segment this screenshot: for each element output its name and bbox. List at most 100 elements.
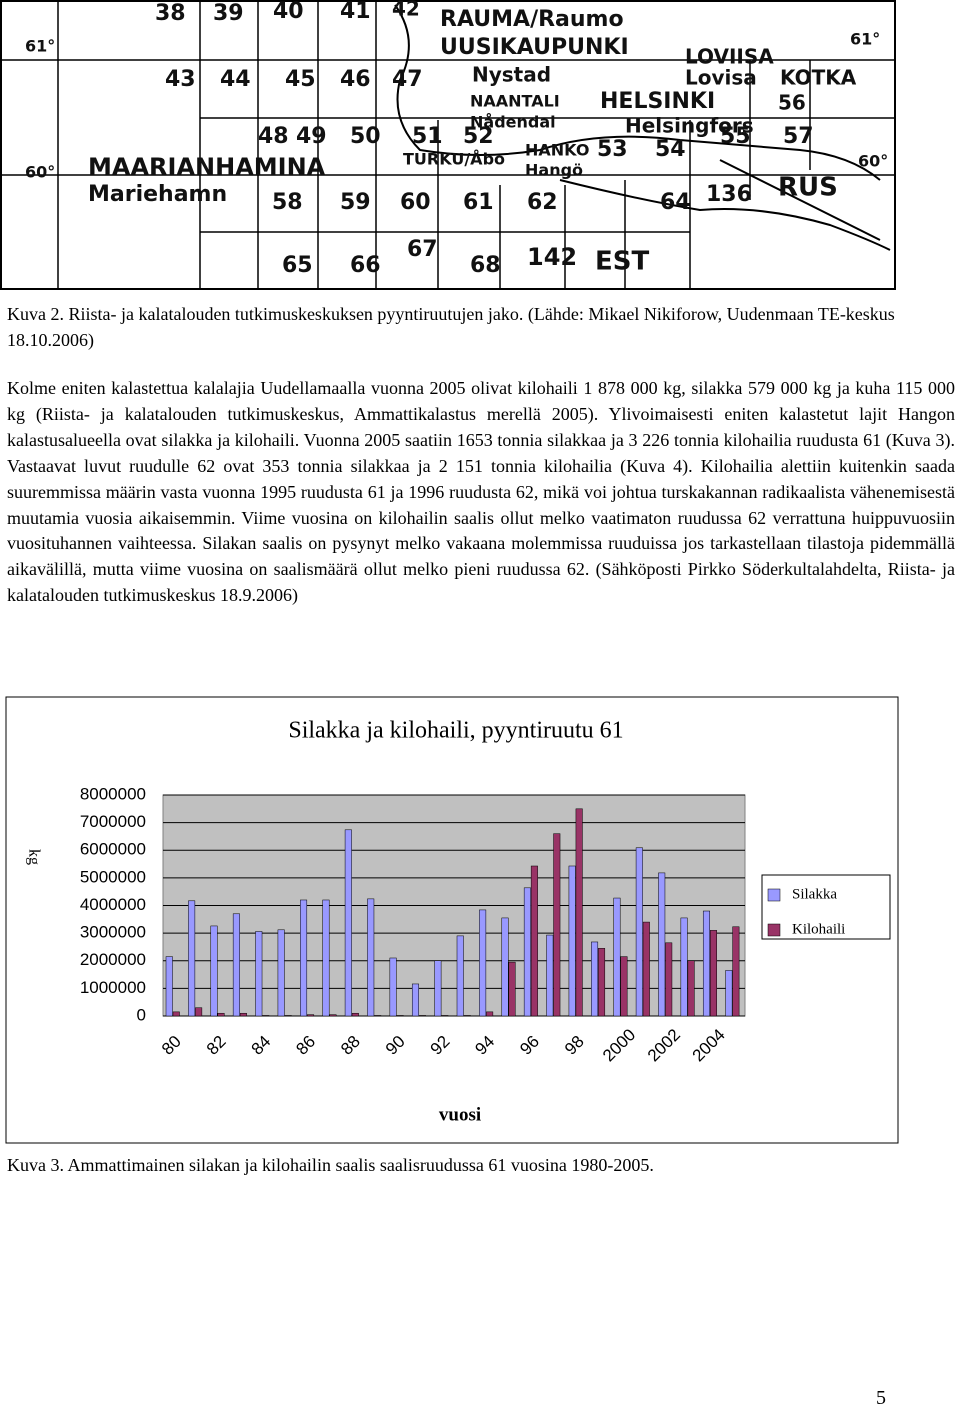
map-label: 68: [470, 253, 501, 278]
bar: [195, 1007, 203, 1017]
y-tick-label: 3000000: [80, 923, 146, 942]
bar: [546, 934, 554, 1017]
bar: [239, 1012, 247, 1017]
y-tick-label: 8000000: [80, 784, 146, 803]
bar: [255, 931, 263, 1017]
map-label: 50: [350, 124, 381, 149]
bar: [277, 929, 285, 1017]
legend-label: Silakka: [792, 886, 837, 902]
legend-label: Kilohaili: [792, 921, 845, 937]
map-label: 41: [340, 0, 371, 24]
bar: [351, 1012, 359, 1017]
chart: Silakka ja kilohaili, pyyntiruutu 61 kg …: [5, 696, 899, 1144]
bar: [732, 926, 740, 1017]
map-label: RAUMA/Raumo: [440, 7, 624, 32]
bar: [530, 865, 538, 1017]
bar: [501, 917, 509, 1017]
bar: [508, 961, 516, 1017]
map-label: 62: [527, 190, 558, 215]
map-label: 39: [213, 1, 244, 26]
legend-swatch: [767, 888, 781, 902]
y-tick-label: 5000000: [80, 867, 146, 886]
map-label: 142: [527, 243, 577, 271]
bar: [262, 1015, 270, 1017]
x-axis-label: vuosi: [439, 1104, 481, 1125]
bar: [329, 1014, 337, 1017]
map-label: Lovisa: [685, 66, 757, 90]
map-caption: Kuva 2. Riista- ja kalatalouden tutkimus…: [7, 304, 895, 350]
chart-caption: Kuva 3. Ammattimainen silakan ja kilohai…: [7, 1155, 654, 1175]
chart-title: Silakka ja kilohaili, pyyntiruutu 61: [288, 718, 623, 744]
map-label: 48: [258, 124, 289, 149]
map-label: 43: [165, 67, 196, 92]
bar: [709, 930, 717, 1017]
paragraph: Kolme eniten kalastettua kalalajia Uudel…: [7, 378, 955, 606]
bar: [725, 970, 733, 1017]
bar: [307, 1014, 315, 1017]
bar: [553, 833, 561, 1017]
map-label: 40: [273, 0, 304, 24]
map-label: 60: [400, 190, 431, 215]
bar: [463, 1015, 471, 1017]
y-tick-label: 6000000: [80, 840, 146, 859]
map-label: Hangö: [525, 161, 583, 180]
y-axis-label: kg: [25, 849, 42, 865]
map-label: NAANTALI: [470, 92, 560, 111]
bar: [217, 1012, 225, 1017]
map-label: LOVIISA: [685, 45, 774, 69]
bar: [680, 917, 688, 1017]
map-label: 60°: [858, 152, 888, 171]
map-label: 64: [660, 190, 691, 215]
map-label: 47: [392, 67, 423, 92]
bar: [434, 960, 442, 1017]
map-grid: [0, 0, 895, 290]
bar: [396, 1015, 404, 1017]
map-label: 56: [778, 91, 806, 115]
map-label: HANKO: [525, 141, 589, 160]
bar: [232, 913, 240, 1017]
bar: [479, 909, 487, 1017]
map-label: 61°: [25, 37, 55, 56]
map-label: 52: [463, 124, 494, 149]
bar: [322, 899, 330, 1017]
map-label: RUS: [778, 173, 838, 203]
map-label: 45: [285, 67, 316, 92]
bar: [172, 1011, 180, 1017]
page-number: 5: [876, 1387, 886, 1409]
map-label: 38: [155, 1, 186, 26]
bar: [300, 899, 308, 1017]
map-label: 66: [350, 253, 381, 278]
bar: [411, 983, 419, 1017]
map-label: 59: [340, 190, 371, 215]
bar: [344, 829, 352, 1017]
map-label: MAARIANHAMINA: [88, 153, 326, 181]
map-label: Nystad: [472, 63, 551, 87]
map-label: 136: [706, 182, 752, 207]
bar: [642, 921, 650, 1017]
bar: [374, 1015, 382, 1017]
map-label: 57: [783, 124, 814, 149]
bar: [523, 887, 531, 1017]
bar: [635, 847, 643, 1017]
map-label: 54: [655, 137, 686, 162]
bar: [418, 1015, 426, 1017]
bar: [591, 941, 599, 1017]
bar: [658, 872, 666, 1017]
bar: [598, 948, 606, 1017]
legend-swatch: [767, 923, 781, 937]
map-label: Helsingfors: [625, 114, 754, 138]
map-label: 42: [392, 0, 420, 21]
map-label: EST: [595, 247, 649, 277]
map-label: 44: [220, 67, 251, 92]
legend: [761, 874, 891, 940]
map-label: Nådendal: [470, 113, 556, 132]
map-label: 51: [412, 124, 443, 149]
map-label: 61: [463, 190, 494, 215]
map-label: HELSINKI: [600, 89, 715, 114]
y-tick-label: 4000000: [80, 895, 146, 914]
map-label: Mariehamn: [88, 182, 227, 207]
map-label: 61°: [850, 30, 880, 49]
y-tick-label: 1000000: [80, 978, 146, 997]
bar: [687, 960, 695, 1017]
